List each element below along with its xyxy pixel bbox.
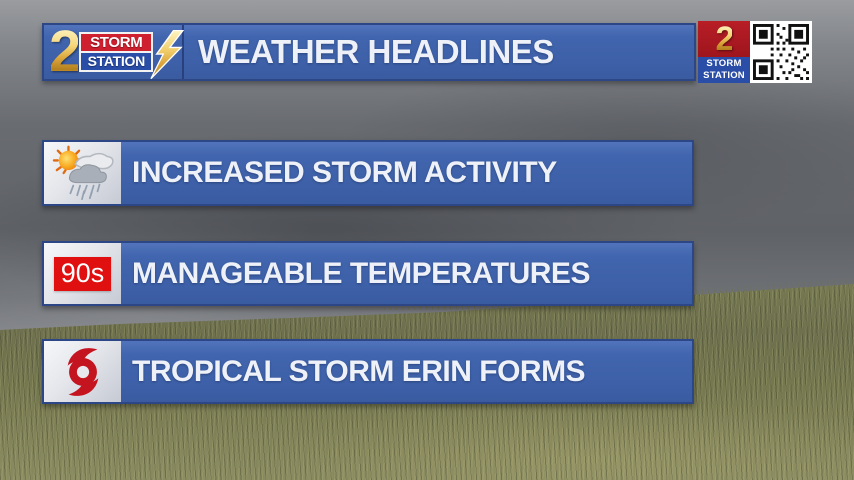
corner-branding: 2 STORM STATION <box>698 21 812 83</box>
storm-label: STORM <box>79 32 154 52</box>
page-title: WEATHER HEADLINES <box>198 33 554 70</box>
headline-text: TROPICAL STORM ERIN FORMS <box>132 354 586 388</box>
temperature-badge-icon: 90s <box>44 243 121 304</box>
headline-bar-temperatures: 90s MANAGEABLE TEMPERATURES <box>42 241 694 306</box>
sun-rain-cloud-icon <box>44 142 121 204</box>
qr-code <box>750 21 812 83</box>
channel-number: 2 <box>49 19 81 84</box>
corner-badge-wordmark: STORM STATION <box>698 57 750 83</box>
corner-storm-label: STORM <box>706 58 742 69</box>
headline-bar-storm-activity: INCREASED STORM ACTIVITY <box>42 140 694 206</box>
storm-station-wordmark: STORM STATION <box>79 32 154 72</box>
headline-bar-tropical-storm: TROPICAL STORM ERIN FORMS <box>42 339 694 404</box>
headline-text: INCREASED STORM ACTIVITY <box>132 156 557 189</box>
corner-badge-red: 2 <box>698 21 750 57</box>
header-bar: 2 STORM STATION WEATHER HEADLINES <box>42 23 696 81</box>
station-logo: 2 STORM STATION <box>44 19 184 84</box>
headline-text: MANAGEABLE TEMPERATURES <box>132 256 590 290</box>
hurricane-symbol-icon <box>44 341 121 402</box>
qr-code-icon <box>753 24 809 80</box>
corner-station-label: STATION <box>703 70 745 81</box>
station-label: STATION <box>79 52 154 72</box>
lightning-bolt-icon <box>150 30 184 80</box>
corner-station-badge: 2 STORM STATION <box>698 21 750 83</box>
corner-channel-number: 2 <box>715 20 735 58</box>
temperature-badge: 90s <box>53 256 112 291</box>
